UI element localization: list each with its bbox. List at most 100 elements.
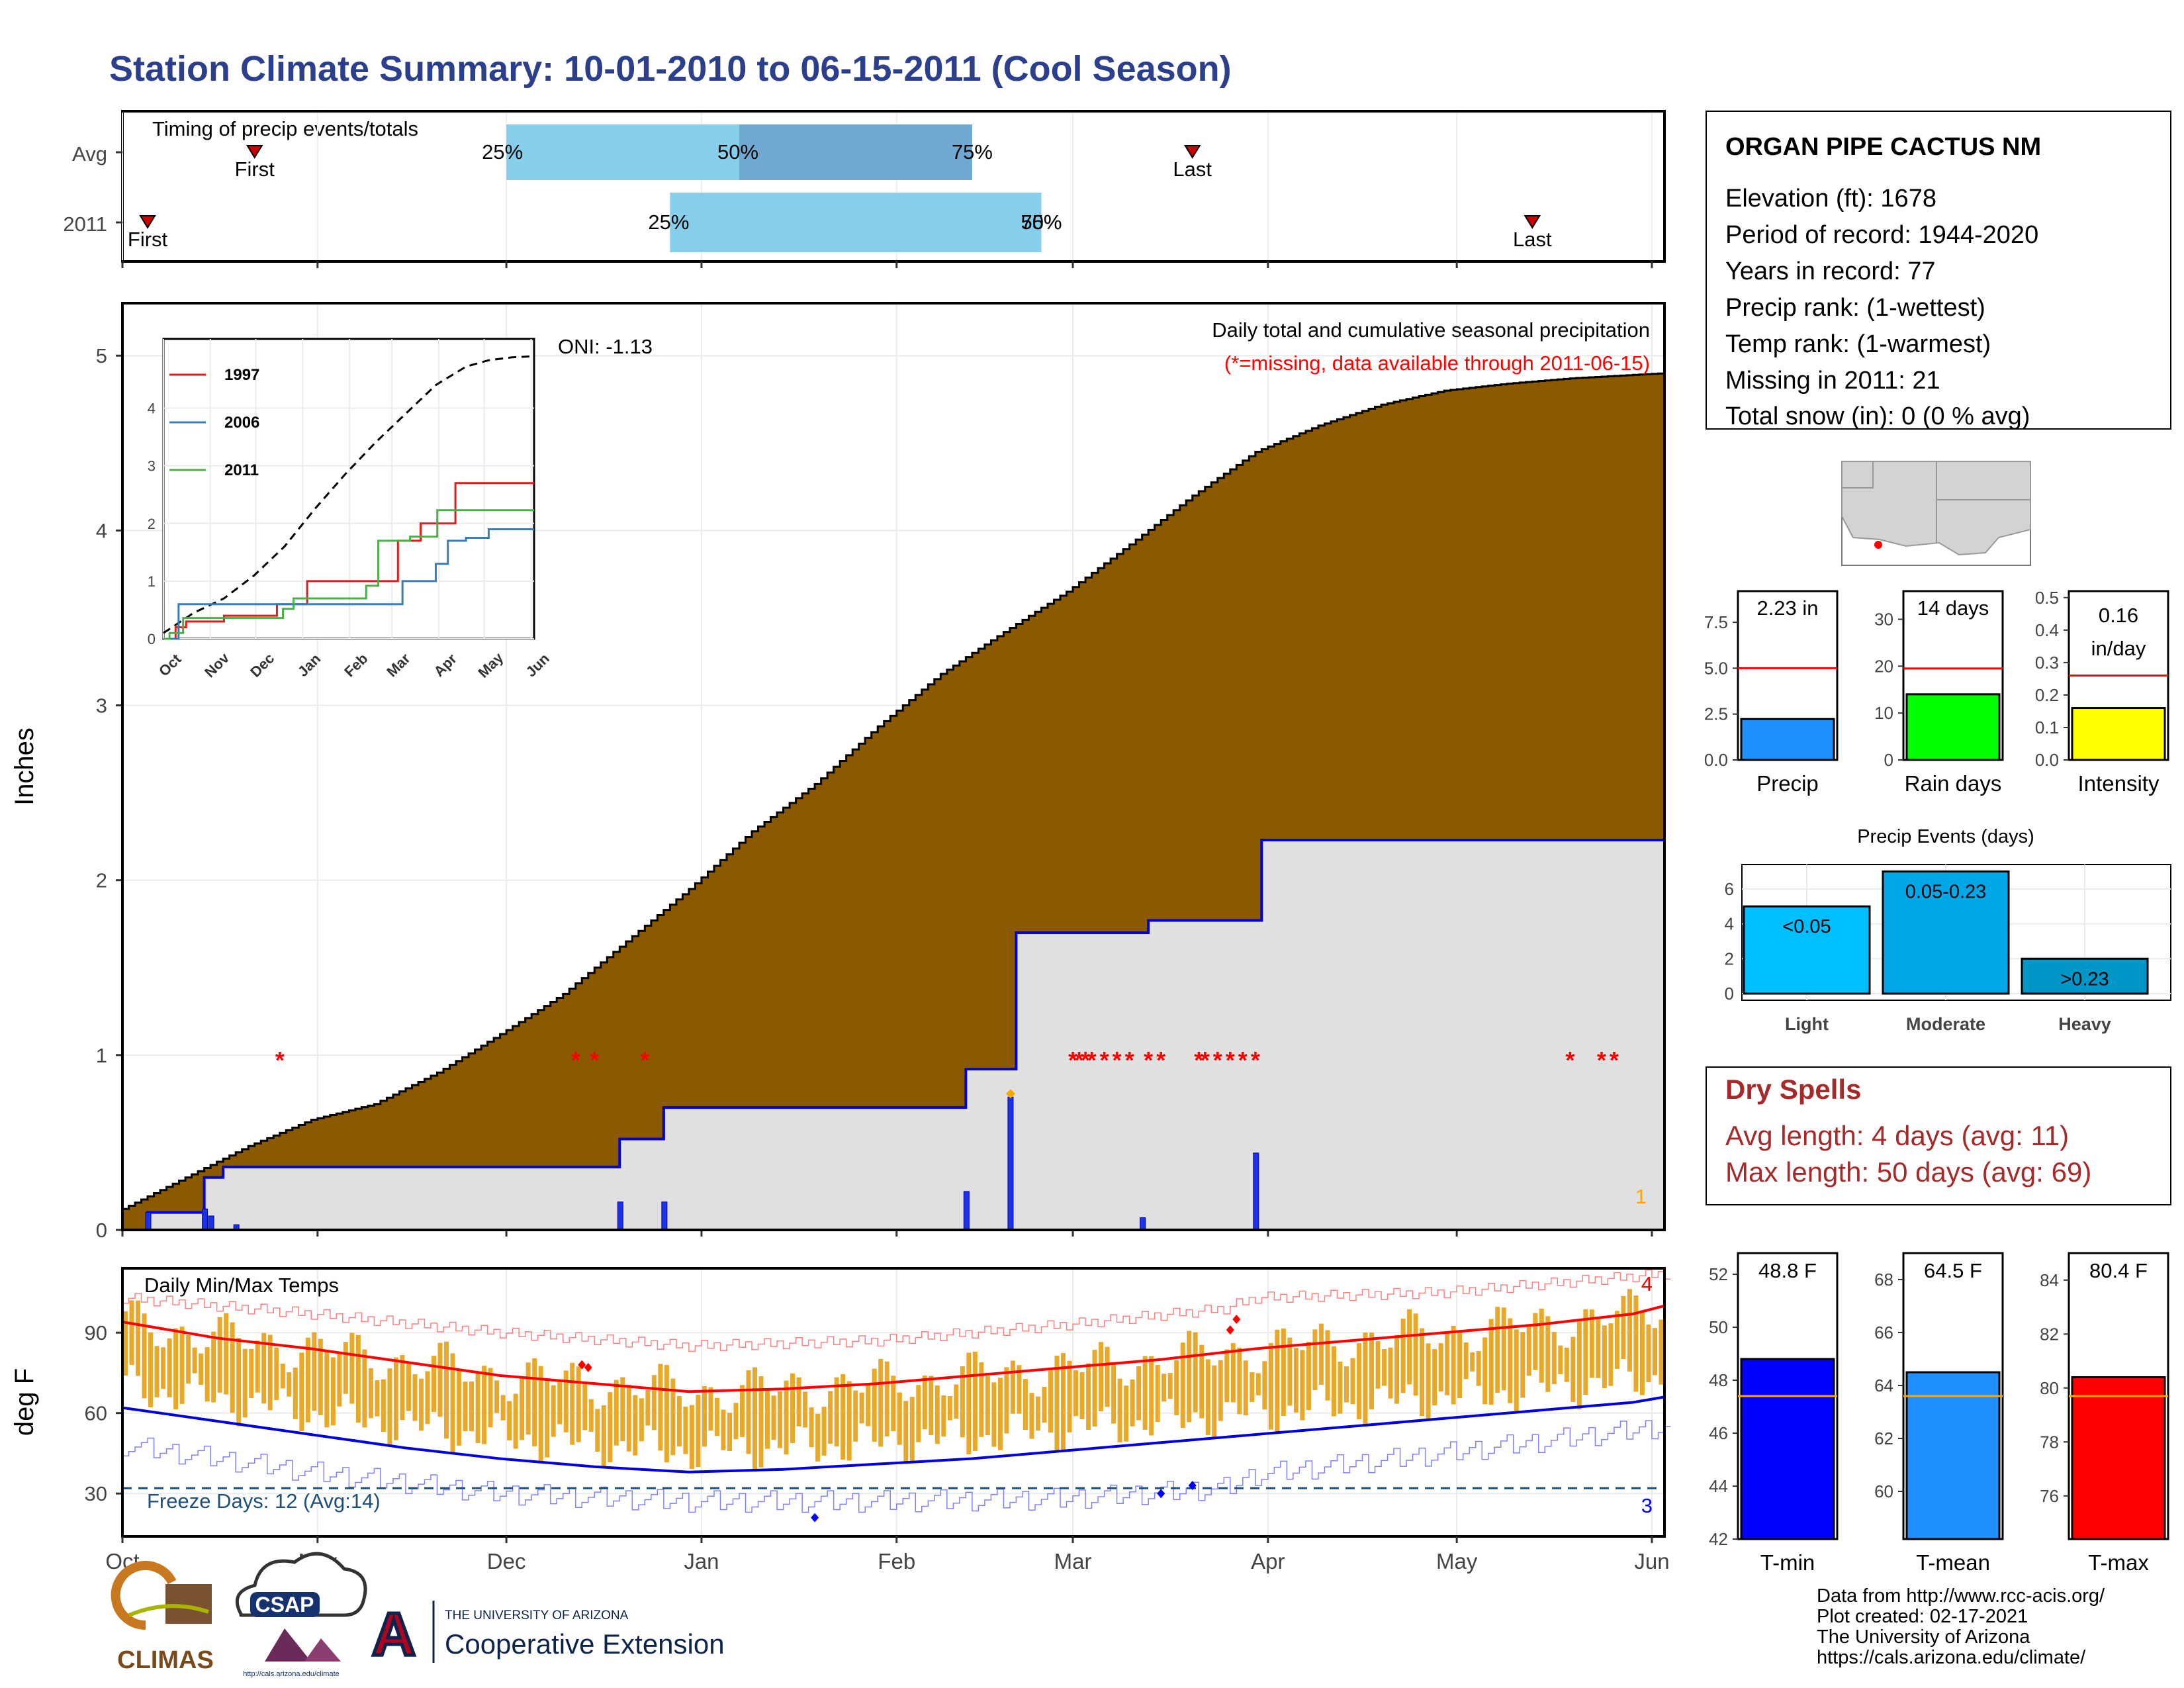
- daily-temp-bar: [1187, 1331, 1192, 1423]
- month-label-apr: Apr: [1251, 1549, 1285, 1573]
- daily-temp-bar: [746, 1370, 751, 1454]
- precip-event-bar-light: [1743, 905, 1871, 995]
- daily-temp-bar: [1079, 1372, 1085, 1419]
- daily-temp-bar: [1042, 1386, 1047, 1423]
- daily-temp-bar: [1495, 1307, 1500, 1393]
- daily-temp-bar: [727, 1413, 732, 1451]
- temp-bar-y-tick: 62: [1874, 1429, 1893, 1448]
- daily-temp-bar: [123, 1311, 128, 1376]
- daily-temp-bar: [173, 1328, 179, 1410]
- daily-temp-bar: [1375, 1340, 1381, 1389]
- precip-y-tick: 1: [96, 1044, 107, 1067]
- inset-y-tick: 0: [148, 631, 156, 647]
- missing-data-marker: *: [590, 1047, 599, 1074]
- daily-temp-bar: [834, 1377, 839, 1447]
- daily-temp-bar: [1306, 1341, 1311, 1411]
- daily-temp-bar: [1331, 1346, 1336, 1417]
- inset-legend-label: 1997: [224, 366, 259, 384]
- precip-bar-label: Precip: [1756, 771, 1819, 796]
- avg-q50-label: 50%: [717, 140, 758, 164]
- month-label-jan: Jan: [684, 1549, 719, 1573]
- daily-temp-bar: [1382, 1348, 1387, 1386]
- daily-temp-bar: [1488, 1319, 1494, 1405]
- daily-temp-bar: [1099, 1342, 1104, 1411]
- daily-temp-bar: [878, 1358, 884, 1447]
- daily-precip-bar: [1140, 1217, 1146, 1231]
- missing-data-marker: *: [1565, 1047, 1574, 1074]
- daily-temp-bar: [1048, 1369, 1053, 1433]
- daily-temp-bar: [639, 1398, 644, 1442]
- daily-temp-bar: [1155, 1365, 1160, 1422]
- daily-temp-bar: [355, 1335, 361, 1423]
- temp-bar-value: 48.8 F: [1758, 1259, 1817, 1282]
- daily-temp-bar: [582, 1381, 588, 1430]
- daily-temp-bar: [696, 1394, 701, 1468]
- daily-temp-bar: [1457, 1330, 1463, 1399]
- daily-temp-bar: [1230, 1342, 1236, 1403]
- rain-days-value: 14 days: [1917, 596, 1989, 620]
- missing-data-marker: *: [1226, 1047, 1235, 1074]
- temp-bar-y-tick: 84: [2040, 1270, 2059, 1290]
- csap-url: http://cals.arizona.edu/climate: [243, 1670, 340, 1678]
- daily-temp-bar: [1451, 1325, 1456, 1405]
- precip-y-tick: 2: [96, 869, 107, 892]
- daily-temp-bar: [752, 1367, 758, 1472]
- daily-temp-bar: [375, 1380, 380, 1417]
- daily-temp-bar: [1438, 1343, 1443, 1392]
- daily-temp-bar: [179, 1326, 185, 1404]
- missing-data-marker: *: [640, 1047, 649, 1074]
- precip-y-tick: 5: [96, 344, 107, 367]
- daily-temp-bar: [954, 1384, 959, 1419]
- daily-temp-bar: [1343, 1366, 1349, 1403]
- daily-temp-bar: [299, 1352, 304, 1431]
- temp-bar-y-tick: 82: [2040, 1324, 2059, 1344]
- daily-temp-bar: [1130, 1379, 1135, 1427]
- daily-temp-bar: [1570, 1336, 1576, 1402]
- missing-data-marker: *: [1597, 1047, 1606, 1074]
- missing-data-marker: *: [1100, 1047, 1109, 1074]
- daily-temp-bar: [482, 1366, 487, 1444]
- daily-temp-bar: [1363, 1332, 1368, 1426]
- daily-temp-bar: [670, 1378, 676, 1456]
- record-min-line: [122, 1420, 1671, 1513]
- daily-temp-bar: [1035, 1396, 1040, 1431]
- daily-temp-bar: [1325, 1330, 1330, 1401]
- daily-temp-bar: [1602, 1325, 1607, 1389]
- month-label-jun: Jun: [1634, 1549, 1669, 1573]
- oni-value: ONI: -1.13: [558, 335, 653, 358]
- daily-temp-bar: [305, 1337, 310, 1423]
- daily-temp-bar: [929, 1376, 934, 1436]
- daily-temp-bar: [318, 1338, 323, 1415]
- daily-temp-bar: [960, 1366, 965, 1438]
- daily-temp-bar: [393, 1357, 398, 1440]
- daily-temp-bar: [400, 1355, 405, 1421]
- missing-data-marker: *: [275, 1047, 285, 1074]
- temp-summary-bar-0: [1740, 1358, 1835, 1540]
- daily-temp-bar: [947, 1396, 952, 1421]
- daily-temp-bar: [457, 1370, 462, 1446]
- daily-temp-bar: [387, 1368, 392, 1447]
- 2011-first-marker: [139, 215, 156, 229]
- daily-temp-bar: [330, 1357, 336, 1426]
- precip-event-category: Heavy: [2058, 1014, 2111, 1034]
- 2011-q75-label: 75%: [1021, 211, 1062, 234]
- precip-bar-label: Rain days: [1905, 771, 2002, 796]
- missing-data-marker: *: [1194, 1047, 1203, 1074]
- missing-data-marker: *: [1201, 1047, 1210, 1074]
- timing-title: Timing of precip events/totals: [152, 117, 418, 140]
- station-years: Years in record: 77: [1725, 258, 1936, 285]
- precip-corner-count: 1: [1635, 1185, 1647, 1208]
- precip-bar-y-tick: 30: [1874, 610, 1893, 630]
- daily-temp-bar: [1394, 1335, 1400, 1404]
- daily-precip-bar: [617, 1201, 623, 1231]
- inset-frame: [162, 338, 535, 640]
- daily-temp-bar: [261, 1333, 267, 1404]
- daily-temp-bar: [520, 1377, 525, 1440]
- daily-temp-bar: [1205, 1359, 1210, 1435]
- credit-university: The University of Arizona: [1817, 1626, 2030, 1648]
- temp-bar-y-tick: 48: [1709, 1370, 1728, 1390]
- daily-temp-bar: [1659, 1319, 1664, 1385]
- daily-temp-bar: [205, 1346, 210, 1402]
- credit-url: https://cals.arizona.edu/climate/: [1817, 1647, 2086, 1668]
- temp-y-tick: 30: [85, 1482, 107, 1505]
